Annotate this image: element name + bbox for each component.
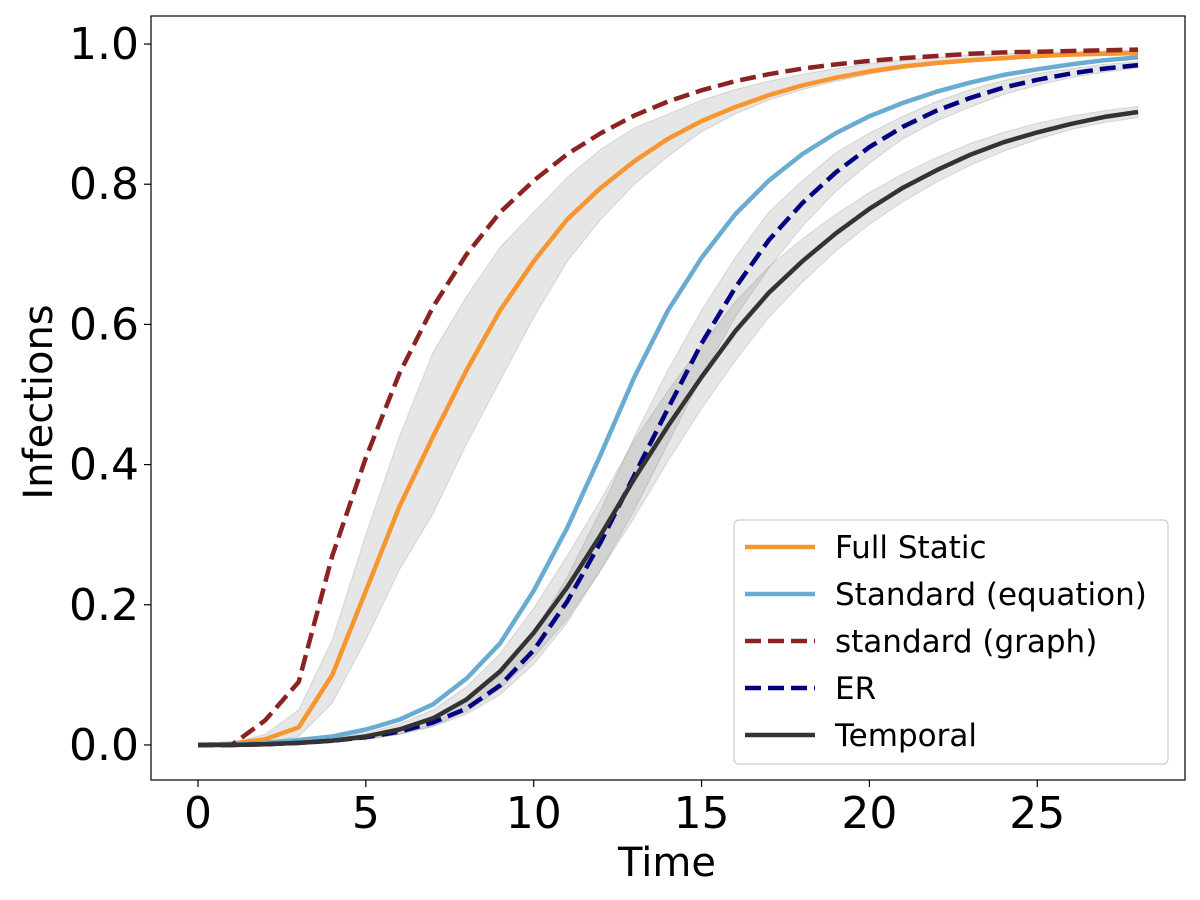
series-line-2 [198, 47, 1139, 748]
y-tick-label: 0.2 [69, 580, 139, 631]
legend-label-3: ER [835, 671, 876, 707]
series-lines [197, 47, 1139, 748]
x-axis-label: Time [617, 840, 716, 886]
legend-label-2: standard (graph) [835, 624, 1097, 660]
y-tick-label: 1.0 [69, 19, 139, 70]
band-0 [197, 49, 1139, 746]
y-axis: 0.0 0.2 0.4 0.6 0.8 1.0 [69, 19, 151, 771]
legend-label-1: Standard (equation) [835, 577, 1147, 613]
legend-label-0: Full Static [835, 530, 987, 566]
series-line-0 [197, 50, 1139, 748]
y-axis-label: Infections [16, 304, 62, 499]
y-tick-label: 0.6 [69, 299, 139, 350]
x-tick-label: 0 [184, 788, 212, 839]
x-tick-label: 15 [674, 788, 730, 839]
series-line-1 [197, 55, 1139, 748]
legend-box [733, 519, 1169, 765]
x-tick-label: 5 [352, 788, 380, 839]
series-line-4 [198, 109, 1139, 748]
plot-frame [150, 15, 1186, 781]
y-tick-label: 0.0 [69, 720, 139, 771]
y-tick-label: 0.4 [69, 440, 139, 491]
y-tick-label: 0.8 [69, 159, 139, 210]
x-tick-label: 20 [841, 788, 897, 839]
x-tick-label: 25 [1009, 788, 1065, 839]
x-axis: 0 5 10 15 20 25 [184, 780, 1065, 839]
legend: Full Static Standard (equation) standard (… [733, 519, 1169, 765]
legend-label-4: Temporal [834, 718, 977, 754]
x-tick-label: 10 [506, 788, 562, 839]
